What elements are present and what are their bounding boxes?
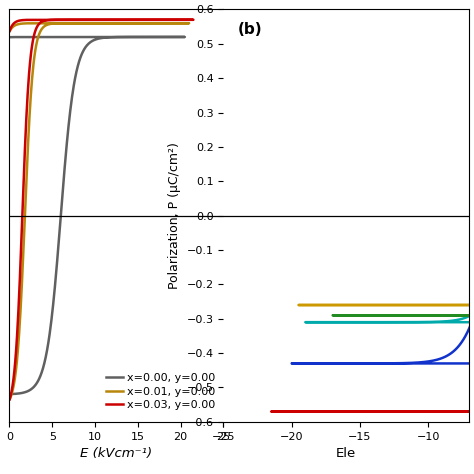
- x=0.03, y=0.00: [7, 396, 12, 402]
- x=0.01, y=0.00: [176, 20, 182, 26]
- x=0.01, y=0.00: [137, 20, 143, 26]
- X-axis label: E (kVcm⁻¹): E (kVcm⁻¹): [81, 447, 153, 460]
- x=0.01, y=0.00: [7, 396, 12, 402]
- x=0.00, y=0.00: [55, 34, 61, 40]
- x=0.00, y=0.00: [144, 34, 150, 40]
- x=0.01, y=0.00: [29, 80, 35, 86]
- Y-axis label: Polarization, P (μC/cm²): Polarization, P (μC/cm²): [168, 142, 181, 289]
- x=0.03, y=0.00: [151, 17, 156, 23]
- x=0.03, y=0.00: [29, 41, 35, 47]
- x=0.00, y=0.00: [7, 391, 12, 397]
- x=0.00, y=0.00: [91, 34, 97, 40]
- x=0.01, y=0.00: [157, 20, 163, 26]
- x=0.00, y=0.00: [28, 386, 34, 392]
- x=0.01, y=0.00: [56, 20, 62, 26]
- x=0.01, y=0.00: [7, 28, 12, 34]
- x=0.00, y=0.00: [154, 34, 159, 40]
- Text: (b): (b): [238, 22, 263, 37]
- x=0.03, y=0.00: [140, 17, 146, 23]
- x=0.03, y=0.00: [95, 17, 101, 23]
- x=0.01, y=0.00: [147, 20, 153, 26]
- Line: x=0.03, y=0.00: x=0.03, y=0.00: [9, 20, 193, 399]
- X-axis label: Ele: Ele: [336, 447, 356, 460]
- x=0.03, y=0.00: [161, 17, 166, 23]
- x=0.00, y=0.00: [7, 34, 12, 40]
- x=0.03, y=0.00: [159, 17, 165, 23]
- x=0.00, y=0.00: [134, 34, 139, 40]
- Line: x=0.00, y=0.00: x=0.00, y=0.00: [9, 37, 185, 394]
- x=0.01, y=0.00: [93, 20, 99, 26]
- x=0.00, y=0.00: [182, 34, 188, 40]
- x=0.03, y=0.00: [57, 17, 63, 23]
- Line: x=0.01, y=0.00: x=0.01, y=0.00: [9, 23, 189, 399]
- x=0.03, y=0.00: [7, 28, 12, 34]
- Legend: x=0.00, y=0.00, x=0.01, y=0.00, x=0.03, y=0.00: x=0.00, y=0.00, x=0.01, y=0.00, x=0.03, …: [104, 371, 218, 412]
